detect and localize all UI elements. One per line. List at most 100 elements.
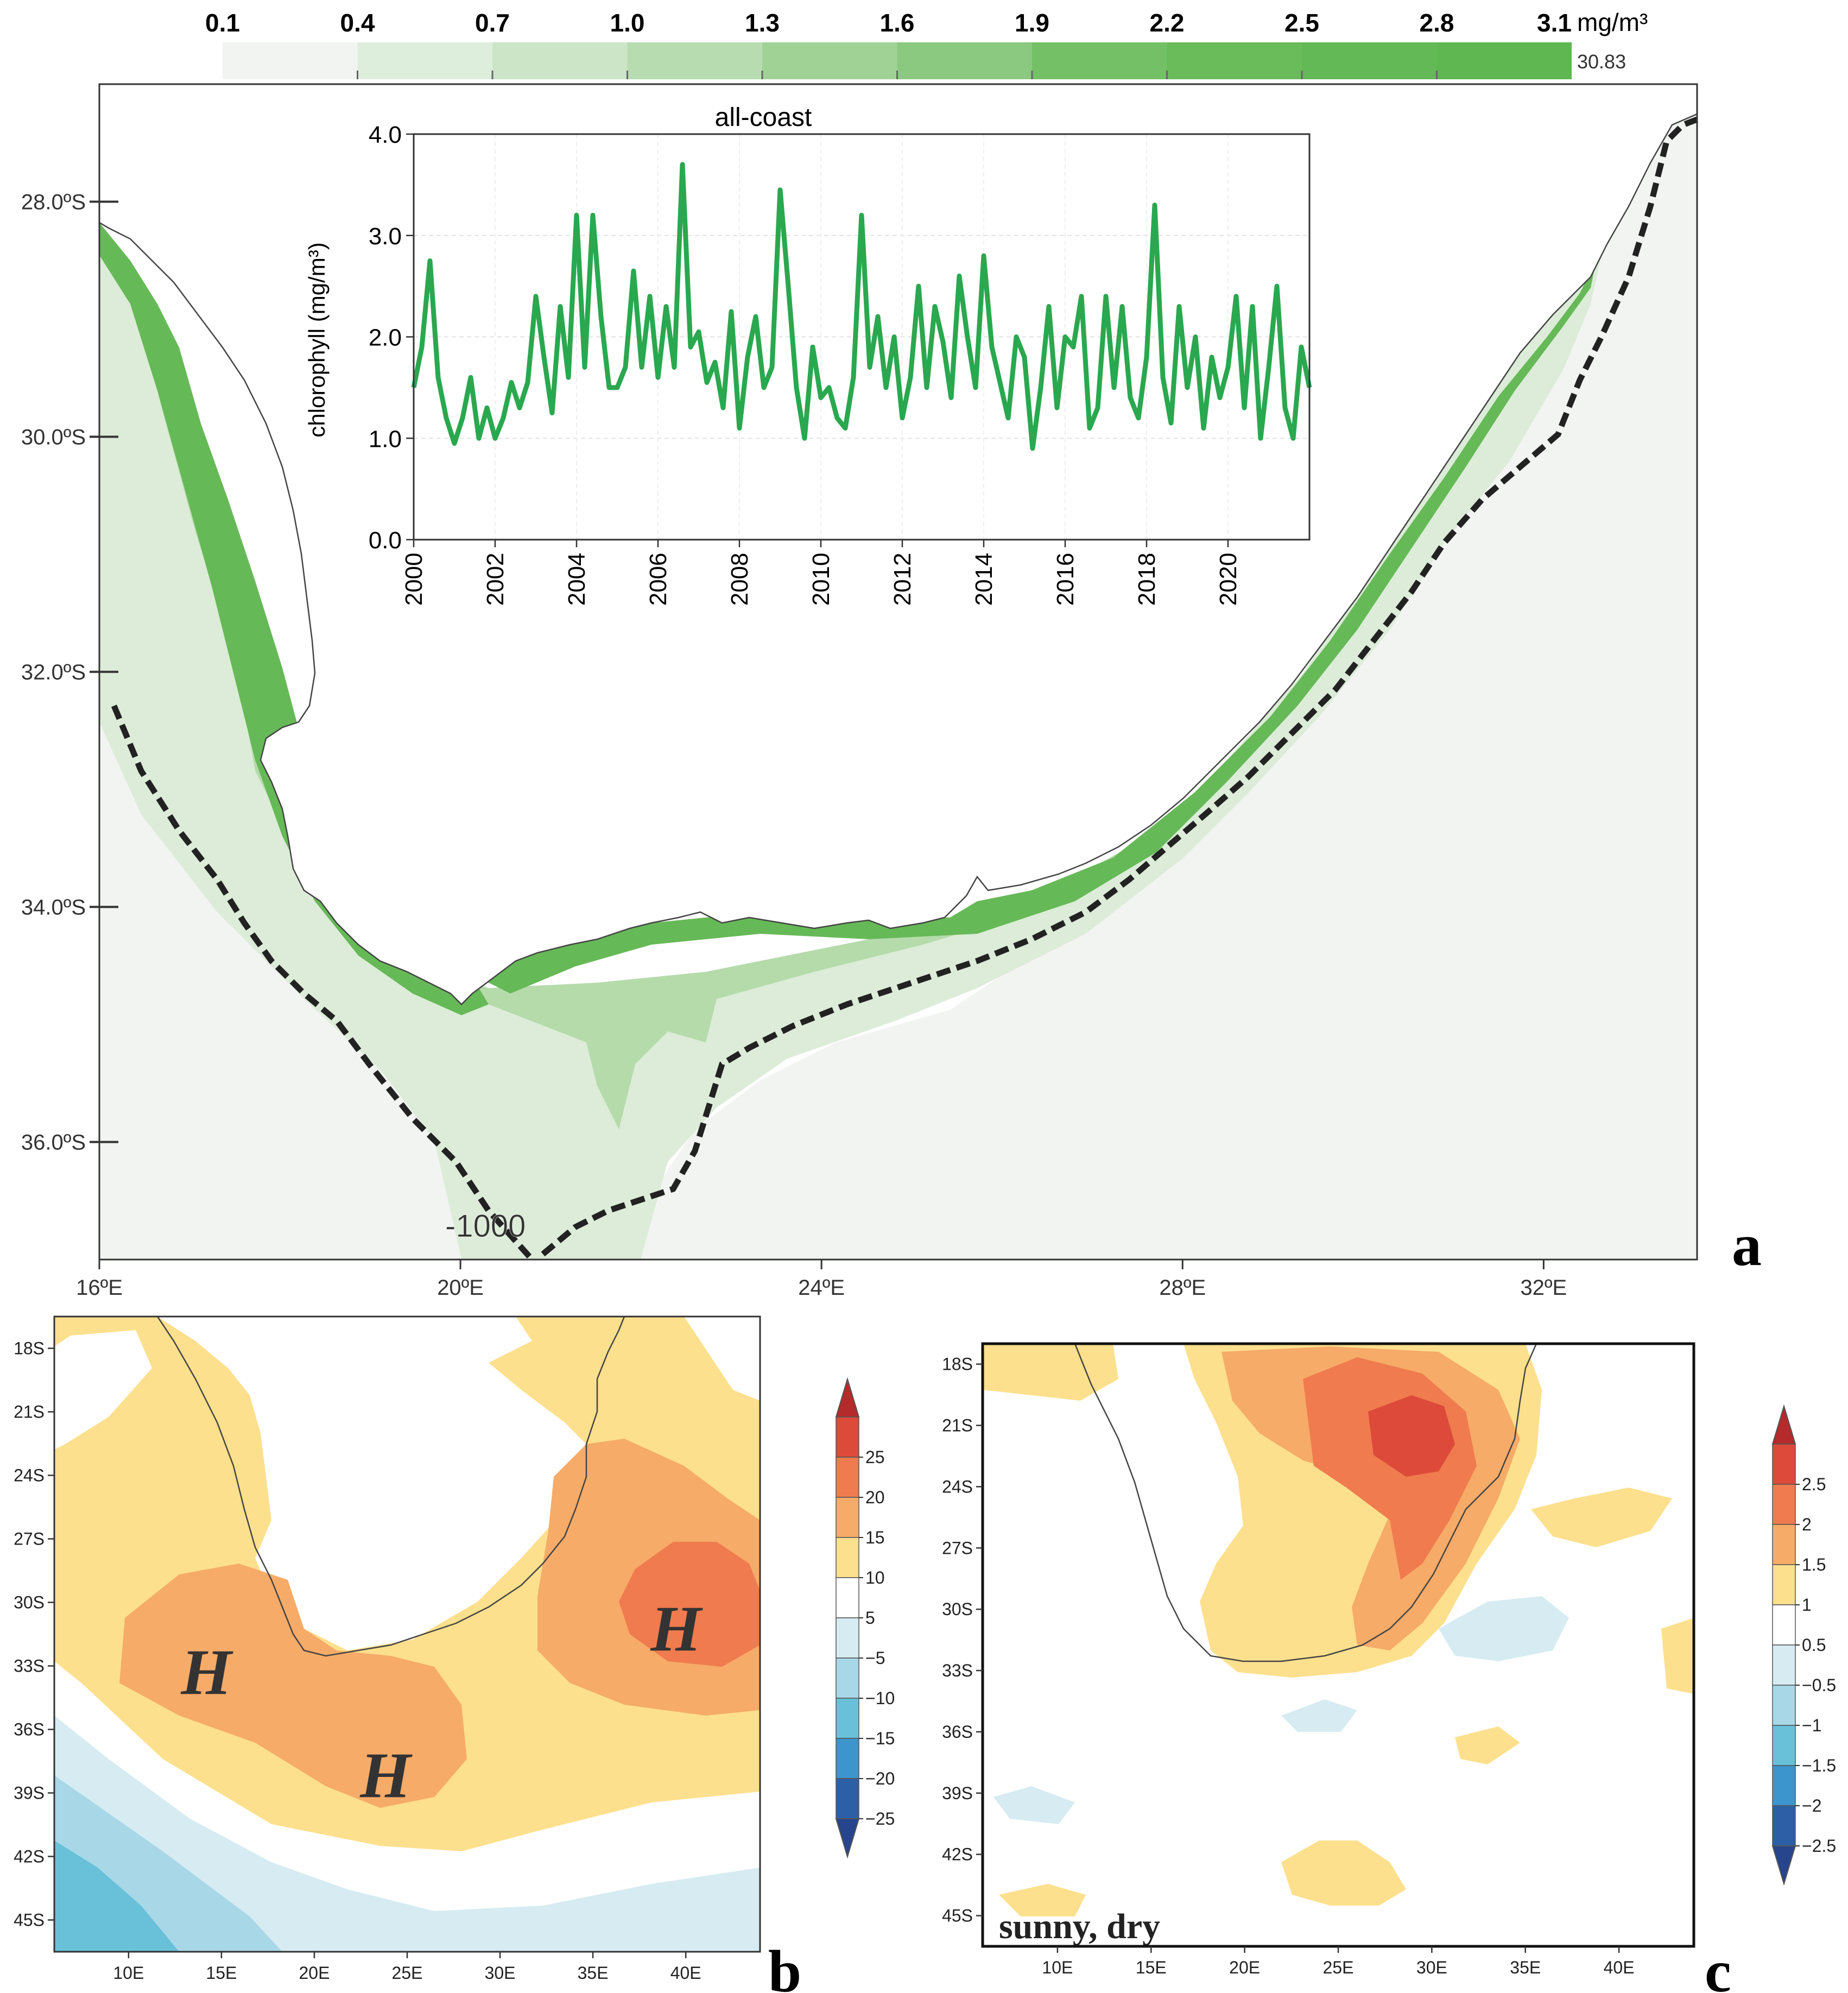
a-colorbar-segment bbox=[357, 42, 492, 79]
a-y-tick-label: 36.0ºS bbox=[21, 1131, 86, 1155]
panel-letter-a: a bbox=[1732, 1212, 1762, 1278]
b-x-tick-label: 10E bbox=[113, 1963, 144, 1983]
panel-c-positive-45s bbox=[999, 1884, 1086, 1916]
inset-x-tick-label: 2016 bbox=[1052, 553, 1079, 606]
b-colorbar-segment bbox=[836, 1657, 859, 1699]
panel-c-positive-se bbox=[1661, 1618, 1694, 1694]
panel-b-negative-south bbox=[54, 1716, 760, 1952]
panel-b-h-label: H bbox=[180, 1636, 233, 1708]
a-colorbar-tick-label: 1.0 bbox=[610, 9, 645, 37]
c-x-tick-label: 35E bbox=[1510, 1958, 1541, 1977]
panel-a-inset-plot: 0.0 1.0 2.0 3.0 4.0 2000 2002 2004 2006 2008 2010 2… bbox=[369, 122, 1312, 606]
c-colorbar-top-arrow bbox=[1771, 1404, 1796, 1445]
c-colorbar-bottom-arrow bbox=[1771, 1845, 1796, 1886]
panel-a-colorbar-max-label: 30.83 bbox=[1577, 50, 1626, 73]
c-colorbar-tick-label: −0.5 bbox=[1802, 1675, 1836, 1695]
panel-b-high-west bbox=[119, 1564, 467, 1808]
c-x-tick-label: 20E bbox=[1229, 1958, 1260, 1977]
c-colorbar-segment bbox=[1772, 1765, 1796, 1806]
inset-plot-frame bbox=[413, 133, 1311, 541]
c-colorbar-segment bbox=[1772, 1444, 1796, 1485]
panel-b-high-east-core bbox=[619, 1542, 760, 1667]
b-colorbar-segment bbox=[836, 1497, 859, 1538]
inset-x-tick-label: 2010 bbox=[808, 553, 834, 606]
panel-a-inset-chart: all-coast chlorophyll (mg/m³) 0.0 1.0 2.0 3… bbox=[304, 103, 1312, 606]
c-colorbar-segment bbox=[1772, 1685, 1796, 1726]
c-y-tick-label: 18S bbox=[942, 1355, 973, 1374]
b-colorbar-tick-label: 10 bbox=[865, 1568, 885, 1587]
a-colorbar-tick-label: 0.7 bbox=[475, 9, 510, 37]
panel-c-positive-mid bbox=[1455, 1726, 1520, 1764]
b-y-tick-label: 30S bbox=[14, 1593, 45, 1612]
panel-b-h-label: H bbox=[359, 1739, 413, 1811]
b-colorbar-tick-label: −10 bbox=[865, 1688, 895, 1708]
b-x-tick-label: 40E bbox=[670, 1963, 701, 1983]
b-y-tick-label: 42S bbox=[14, 1847, 45, 1867]
c-colorbar-segment bbox=[1772, 1725, 1796, 1766]
a-colorbar-segment bbox=[1032, 42, 1167, 79]
c-colorbar-segment bbox=[1772, 1524, 1796, 1565]
inset-x-tick-label: 2004 bbox=[564, 553, 590, 606]
c-colorbar-tick-label: −1.5 bbox=[1802, 1756, 1836, 1775]
inset-series-line bbox=[411, 162, 1312, 451]
b-y-tick-label: 33S bbox=[14, 1656, 45, 1676]
c-x-tick-label: 40E bbox=[1604, 1958, 1635, 1977]
b-colorbar-tick-label: −5 bbox=[865, 1648, 885, 1668]
inset-x-tick-label: 2008 bbox=[726, 553, 753, 606]
b-x-tick-label: 25E bbox=[392, 1963, 423, 1983]
a-colorbar-tick-label: 1.6 bbox=[880, 9, 915, 37]
inset-y-tick-label: 4.0 bbox=[369, 122, 402, 148]
b-y-tick-label: 36S bbox=[14, 1720, 45, 1739]
panel-b-white-se bbox=[684, 1317, 760, 1401]
a-colorbar-tick-label: 0.4 bbox=[340, 9, 375, 37]
panel-a-inset-title: all-coast bbox=[715, 103, 812, 132]
c-y-tick-label: 24S bbox=[942, 1477, 973, 1496]
b-colorbar-segment bbox=[836, 1577, 859, 1618]
c-colorbar-tick-label: 2.5 bbox=[1802, 1475, 1826, 1494]
panel-b-coastline bbox=[156, 1316, 625, 1657]
a-x-tick-label: 16ºE bbox=[76, 1276, 123, 1300]
c-colorbar-tick-label: −2 bbox=[1802, 1796, 1821, 1815]
c-y-tick-label: 45S bbox=[942, 1906, 973, 1926]
c-colorbar-segment bbox=[1772, 1564, 1796, 1605]
panel-b-white-continent bbox=[157, 1317, 597, 1650]
a-colorbar-segment bbox=[627, 42, 762, 79]
a-x-tick-label: 24ºE bbox=[798, 1276, 845, 1300]
c-colorbar-tick-label: 1.5 bbox=[1802, 1555, 1826, 1574]
b-x-tick-label: 20E bbox=[299, 1963, 330, 1983]
c-x-tick-label: 30E bbox=[1416, 1958, 1447, 1977]
b-y-tick-label: 27S bbox=[14, 1529, 45, 1549]
b-colorbar-top-arrow bbox=[835, 1377, 860, 1418]
b-x-tick-label: 30E bbox=[485, 1963, 516, 1983]
b-y-tick-label: 45S bbox=[14, 1910, 45, 1930]
c-colorbar-segment bbox=[1772, 1604, 1796, 1646]
c-colorbar-segment bbox=[1772, 1644, 1796, 1686]
c-colorbar-tick-label: −2.5 bbox=[1802, 1836, 1836, 1856]
inset-x-tick-label: 2000 bbox=[401, 553, 427, 606]
inset-x-tick-label: 2014 bbox=[971, 553, 997, 606]
a-colorbar-tick-label: 2.5 bbox=[1284, 9, 1319, 37]
c-y-tick-label: 42S bbox=[942, 1845, 973, 1864]
a-y-tick-label: 32.0ºS bbox=[21, 661, 86, 685]
panel-b-negative-south-3 bbox=[54, 1840, 179, 1952]
c-colorbar-tick-label: 2 bbox=[1802, 1515, 1812, 1534]
b-colorbar-segment bbox=[836, 1537, 859, 1578]
b-colorbar-tick-label: −15 bbox=[865, 1729, 895, 1748]
panel-c-negative-sw bbox=[993, 1786, 1075, 1824]
inset-y-tick-label: 0.0 bbox=[369, 527, 402, 554]
a-colorbar-segment bbox=[223, 42, 358, 79]
b-colorbar-tick-label: 25 bbox=[865, 1447, 885, 1467]
panel-a-isobath-1000 bbox=[111, 116, 1698, 1262]
panel-a-offshore-ocean bbox=[99, 84, 1697, 1260]
b-y-tick-label: 21S bbox=[14, 1402, 45, 1422]
inset-x-tick-label: 2018 bbox=[1134, 553, 1160, 606]
panel-a-contour-label: -1000 bbox=[445, 1209, 526, 1244]
c-x-tick-label: 10E bbox=[1042, 1958, 1073, 1977]
a-x-tick-label: 28ºE bbox=[1159, 1276, 1206, 1300]
panel-c-high-core-3 bbox=[1368, 1395, 1455, 1477]
a-colorbar-tick-label: 0.1 bbox=[205, 9, 240, 37]
b-y-tick-label: 39S bbox=[14, 1783, 45, 1803]
c-x-tick-label: 15E bbox=[1136, 1958, 1167, 1977]
b-colorbar-tick-label: 5 bbox=[865, 1608, 875, 1628]
